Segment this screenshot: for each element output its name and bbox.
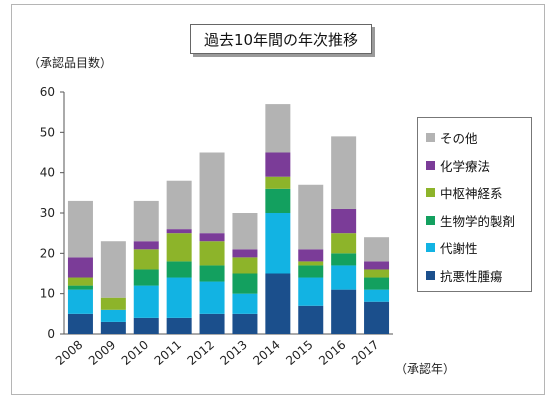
- bar-segment: [265, 152, 291, 177]
- bar-segment: [67, 257, 93, 278]
- x-tick-label: 2013: [217, 338, 249, 368]
- x-axis-label: （承認年）: [395, 361, 455, 376]
- bar-segment: [166, 180, 192, 230]
- legend-item: 代謝性: [426, 238, 478, 257]
- legend-swatch: [426, 243, 435, 252]
- bar-segment: [298, 261, 324, 266]
- bar-segment: [100, 309, 126, 322]
- legend-item: 生物学的製剤: [426, 211, 515, 230]
- legend-swatch: [426, 188, 435, 197]
- x-tick-label: 2017: [349, 338, 381, 368]
- y-tick-label: 60: [40, 85, 55, 99]
- bar-segment: [331, 289, 357, 334]
- bar-segment: [166, 277, 192, 318]
- bar-segment: [232, 213, 258, 250]
- legend-item: 抗悪性腫瘍: [426, 266, 503, 285]
- legend-swatch: [426, 270, 435, 280]
- bar-segment: [265, 104, 291, 153]
- bar-segment: [133, 241, 159, 250]
- bar-segment: [298, 305, 324, 334]
- bar-segment: [232, 273, 258, 294]
- bar-segment: [232, 293, 258, 314]
- bar-segment: [133, 285, 159, 318]
- bar-segment: [199, 233, 225, 242]
- chart-title: 過去10年間の年次推移: [190, 24, 372, 54]
- legend-item: 中枢神経系: [426, 183, 503, 202]
- bar-segment: [232, 313, 258, 334]
- bar-segment: [298, 249, 324, 262]
- bar-segment: [100, 241, 126, 298]
- bar-segment: [166, 261, 192, 278]
- bar-segment: [298, 184, 324, 250]
- y-axis-label: （承認品目数）: [28, 55, 112, 70]
- bar-segment: [67, 200, 93, 258]
- y-tick-label: 10: [40, 287, 55, 301]
- bar-segment: [199, 313, 225, 334]
- bar-segment: [265, 213, 291, 274]
- bar-segment: [331, 265, 357, 290]
- bar-segment: [199, 265, 225, 282]
- x-tick-label: 2016: [316, 338, 348, 368]
- x-tick-label: 2012: [185, 338, 217, 368]
- legend: その他化学療法中枢神経系生物学的製剤 代謝性抗悪性腫瘍: [417, 117, 532, 292]
- bar-segment: [133, 200, 159, 242]
- legend-label: 抗悪性腫瘍: [440, 268, 503, 284]
- bar-segment: [364, 269, 390, 278]
- y-tick-label: 40: [40, 166, 55, 180]
- bar-segment: [100, 321, 126, 334]
- legend-item: その他: [426, 128, 478, 147]
- legend-swatch: [426, 133, 435, 142]
- bar-segment: [67, 313, 93, 334]
- bar-segment: [265, 273, 291, 334]
- y-tick-label: 50: [40, 125, 55, 139]
- bar-segment: [133, 249, 159, 270]
- bar-segment: [364, 301, 390, 334]
- x-tick-label: 2009: [86, 338, 118, 368]
- bar-segment: [166, 233, 192, 262]
- bar-segment: [199, 241, 225, 266]
- bar-segment: [67, 289, 93, 314]
- bar-segment: [133, 269, 159, 286]
- x-tick-label: 2014: [250, 338, 282, 368]
- bar-segment: [199, 152, 225, 234]
- bar-segment: [364, 277, 390, 290]
- bar-segment: [133, 317, 159, 334]
- bar-segment: [265, 188, 291, 213]
- x-tick-label: 2008: [53, 338, 85, 368]
- y-tick-label: 20: [40, 246, 55, 260]
- bar-segment: [364, 261, 390, 270]
- legend-label: 生物学的製剤: [440, 213, 516, 229]
- bar-segment: [67, 285, 93, 290]
- bar-segment: [67, 277, 93, 286]
- bar-segment: [364, 237, 390, 262]
- bar-segment: [265, 176, 291, 189]
- legend-label: その他: [440, 131, 478, 146]
- bar-segment: [331, 233, 357, 254]
- x-tick-label: 2015: [283, 338, 315, 368]
- bar-segment: [199, 281, 225, 314]
- bar-segment: [232, 249, 258, 258]
- bar-segment: [298, 265, 324, 278]
- legend-swatch: [426, 215, 435, 225]
- bar-segment: [232, 257, 258, 274]
- x-tick-label: 2011: [152, 338, 184, 368]
- bar-segment: [166, 229, 192, 234]
- bar-segment: [298, 277, 324, 306]
- bar-segment: [100, 297, 126, 310]
- bar-segment: [331, 208, 357, 234]
- bar-segment: [331, 253, 357, 266]
- y-tick-label: 0: [47, 327, 55, 341]
- legend-label: 代謝性: [440, 241, 478, 256]
- legend-item: 化学療法: [426, 156, 490, 175]
- legend-label: 中枢神経系: [440, 186, 503, 201]
- bar-segment: [331, 136, 357, 209]
- y-tick-label: 30: [40, 206, 55, 220]
- bar-segment: [364, 289, 390, 302]
- legend-swatch: [426, 160, 435, 170]
- x-tick-label: 2010: [119, 338, 151, 368]
- bar-segment: [166, 317, 192, 334]
- legend-label: 化学療法: [440, 158, 491, 174]
